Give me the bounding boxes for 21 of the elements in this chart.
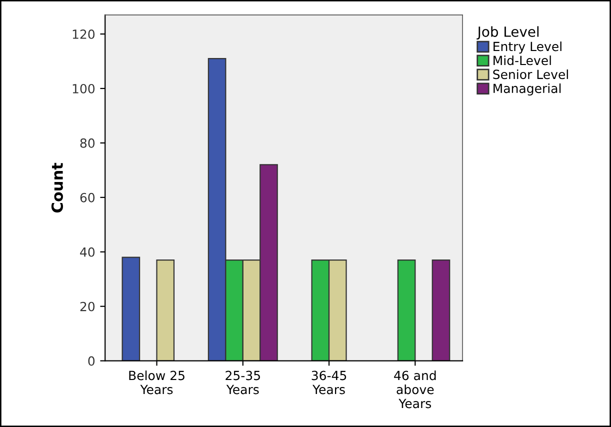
y-tick-label: 40: [80, 247, 95, 257]
x-tick-label: Below 25 Years: [129, 370, 184, 394]
y-tick-label: 60: [80, 192, 95, 202]
y-axis-title: Count: [51, 162, 63, 212]
y-tick-label: 80: [80, 138, 95, 148]
y-tick-label: 20: [80, 302, 95, 312]
bar: [432, 259, 450, 361]
bar: [397, 259, 416, 361]
x-tick-label: 25-35 Years: [226, 370, 260, 394]
legend-label: Managerial: [494, 83, 561, 96]
legend-label: Mid-Level: [494, 55, 551, 66]
y-tick-label: 120: [72, 29, 95, 39]
legend-title: Job Level: [476, 26, 539, 40]
bar: [156, 259, 175, 361]
legend-label: Entry Level: [494, 42, 562, 54]
x-tick-label: 36-45 Years: [312, 370, 346, 394]
y-tick-label: 100: [72, 84, 95, 94]
bar: [122, 256, 140, 361]
x-tick-label: 46 and above Years: [394, 370, 436, 408]
y-tick-label: 0: [88, 356, 95, 366]
legend-label: Senior Level: [493, 69, 568, 80]
